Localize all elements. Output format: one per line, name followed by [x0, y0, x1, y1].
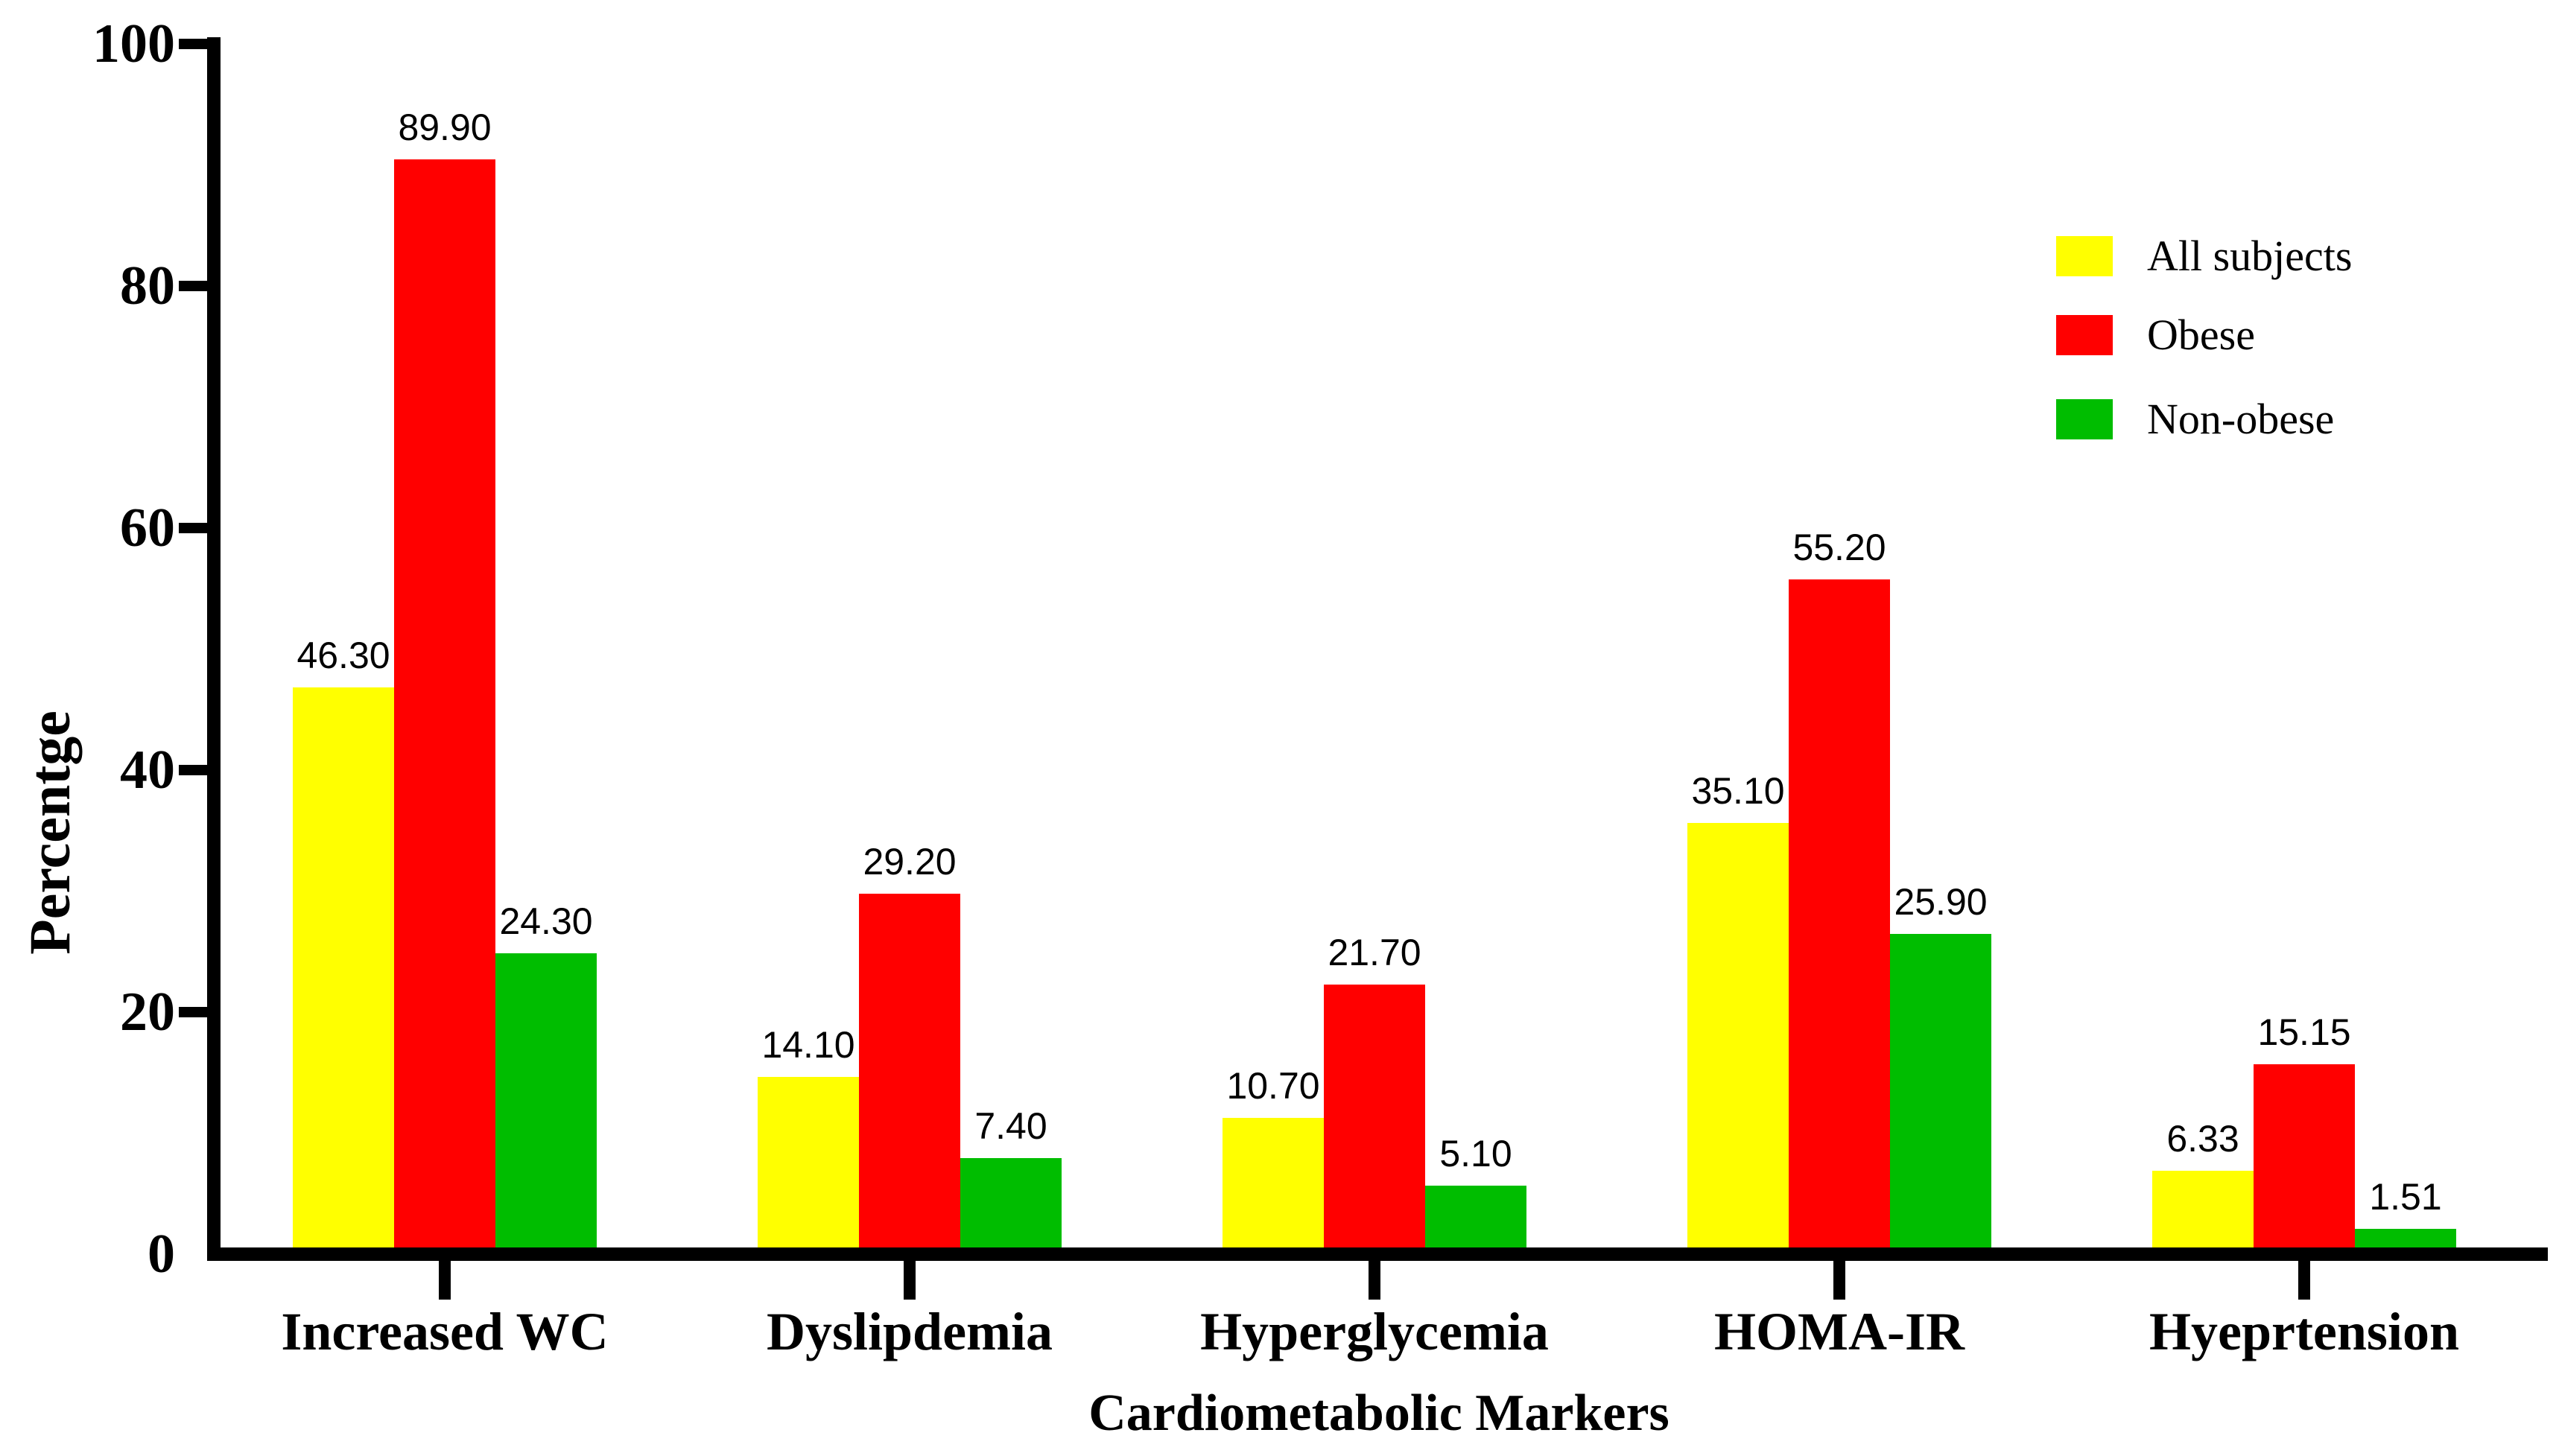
x-label-dyslipdemia: Dyslipdemia: [766, 1302, 1053, 1361]
bar-non-obese-hyeprtension: [2355, 1229, 2456, 1247]
value-label-obese-hyeprtension: 15.15: [2257, 1011, 2351, 1053]
legend-label-all-subjects: All subjects: [2147, 232, 2353, 280]
legend-swatch-non-obese: [2056, 399, 2113, 439]
legend-label-obese: Obese: [2147, 311, 2255, 359]
x-label-increased-wc: Increased WC: [281, 1302, 609, 1361]
bar-non-obese-increased-wc: [495, 953, 597, 1247]
bar-obese-dyslipdemia: [859, 894, 960, 1247]
value-label-all-subjects-hyperglycemia: 10.70: [1226, 1065, 1320, 1107]
value-label-obese-dyslipdemia: 29.20: [863, 841, 957, 883]
legend-item-obese: Obese: [2056, 313, 2255, 357]
bar-non-obese-dyslipdemia: [960, 1158, 1062, 1247]
x-label-homa-ir: HOMA-IR: [1714, 1302, 1965, 1361]
y-tick-label-20: 20: [120, 982, 175, 1043]
y-tick-label-0: 0: [148, 1224, 175, 1285]
value-label-all-subjects-increased-wc: 46.30: [297, 635, 390, 676]
bar-obese-hyperglycemia: [1324, 985, 1425, 1247]
y-axis-line: [207, 37, 221, 1261]
y-tick-40: [179, 765, 207, 775]
value-label-all-subjects-dyslipdemia: 14.10: [761, 1024, 855, 1066]
x-tick-hyperglycemia: [1369, 1261, 1380, 1300]
value-label-non-obese-dyslipdemia: 7.40: [974, 1105, 1047, 1147]
legend-item-non-obese: Non-obese: [2056, 397, 2334, 442]
y-tick-label-80: 80: [120, 255, 175, 317]
value-label-non-obese-hyeprtension: 1.51: [2369, 1176, 2442, 1218]
y-tick-60: [179, 523, 207, 533]
legend-swatch-obese: [2056, 315, 2113, 355]
value-label-all-subjects-homa-ir: 35.10: [1691, 770, 1785, 812]
x-label-hyperglycemia: Hyperglycemia: [1200, 1302, 1549, 1361]
y-tick-100: [179, 39, 207, 49]
x-axis-line: [207, 1247, 2548, 1261]
bar-all-subjects-hyeprtension: [2152, 1171, 2254, 1247]
x-tick-dyslipdemia: [904, 1261, 916, 1300]
y-tick-80: [179, 281, 207, 291]
value-label-obese-hyperglycemia: 21.70: [1328, 932, 1421, 973]
x-label-hyeprtension: Hyeprtension: [2149, 1302, 2459, 1361]
legend-swatch-all-subjects: [2056, 236, 2113, 276]
value-label-obese-homa-ir: 55.20: [1792, 527, 1886, 568]
bar-non-obese-hyperglycemia: [1425, 1186, 1526, 1247]
legend-item-all-subjects: All subjects: [2056, 234, 2352, 279]
x-axis-title: Cardiometabolic Markers: [1088, 1385, 1669, 1442]
bar-obese-hyeprtension: [2254, 1064, 2355, 1247]
x-tick-hyeprtension: [2298, 1261, 2310, 1300]
bar-obese-increased-wc: [394, 159, 495, 1247]
y-tick-label-100: 100: [92, 13, 175, 74]
y-tick-label-60: 60: [120, 497, 175, 559]
bar-obese-homa-ir: [1789, 579, 1890, 1247]
bar-all-subjects-homa-ir: [1687, 823, 1789, 1247]
y-tick-20: [179, 1007, 207, 1017]
bar-all-subjects-hyperglycemia: [1223, 1118, 1324, 1247]
value-label-all-subjects-hyeprtension: 6.33: [2166, 1118, 2239, 1160]
y-tick-label-40: 40: [120, 740, 175, 801]
value-label-non-obese-hyperglycemia: 5.10: [1439, 1133, 1512, 1174]
legend-label-non-obese: Non-obese: [2147, 395, 2335, 443]
bar-all-subjects-dyslipdemia: [758, 1077, 859, 1247]
bar-all-subjects-increased-wc: [293, 687, 394, 1247]
value-label-non-obese-homa-ir: 25.90: [1894, 881, 1988, 923]
value-label-obese-increased-wc: 89.90: [398, 107, 492, 148]
x-tick-homa-ir: [1833, 1261, 1845, 1300]
x-tick-increased-wc: [439, 1261, 451, 1300]
bar-non-obese-homa-ir: [1890, 934, 1991, 1247]
value-label-non-obese-increased-wc: 24.30: [499, 900, 593, 942]
